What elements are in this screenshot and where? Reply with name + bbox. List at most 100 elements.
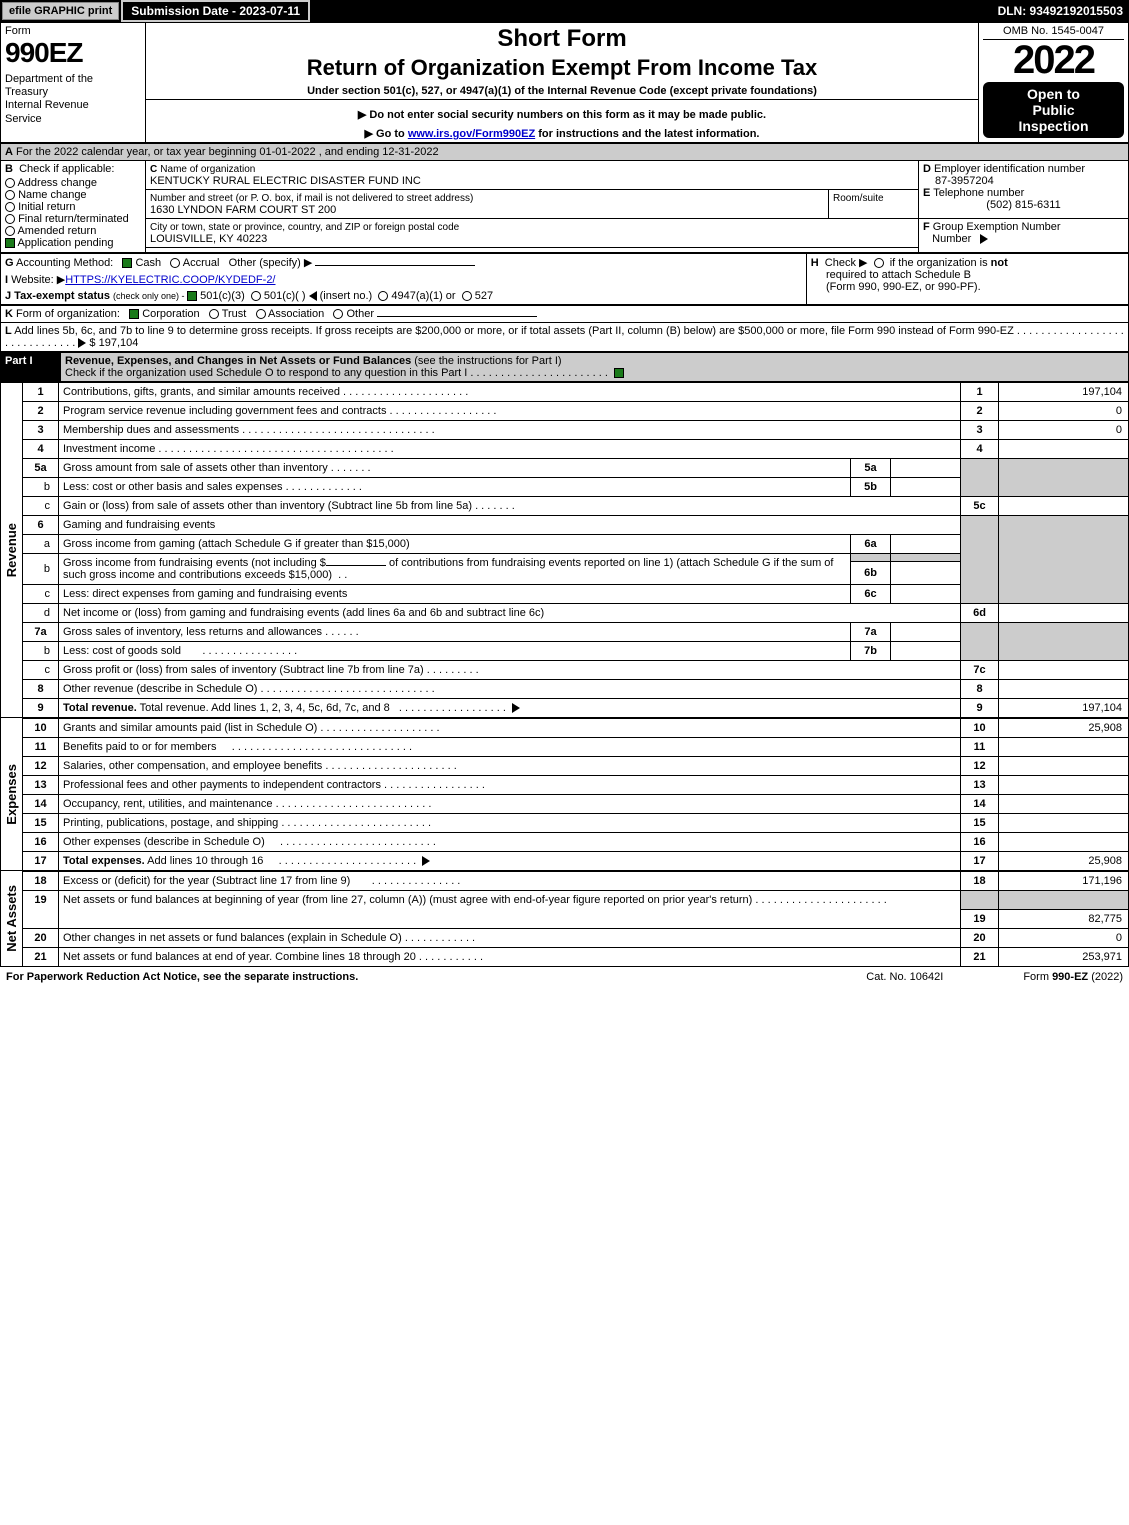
section-b: B Check if applicable: Address change Na… [1, 161, 146, 253]
subtitle: Under section 501(c), 527, or 4947(a)(1)… [150, 85, 974, 97]
line15-val [999, 814, 1129, 833]
netassets-lines: 18Excess or (deficit) for the year (Subt… [22, 871, 1129, 967]
line9-val: 197,104 [999, 699, 1129, 718]
trust-checkbox[interactable] [209, 309, 219, 319]
section-c-name: C Name of organization KENTUCKY RURAL EL… [146, 161, 919, 190]
line13-val [999, 776, 1129, 795]
line4-val [999, 440, 1129, 459]
line4-desc: Investment income [63, 443, 155, 455]
line-l: L Add lines 5b, 6c, and 7b to line 9 to … [1, 323, 1129, 352]
527-checkbox[interactable] [462, 291, 472, 301]
initial-return-checkbox[interactable] [5, 202, 15, 212]
assoc-checkbox[interactable] [256, 309, 266, 319]
amended-return-checkbox[interactable] [5, 226, 15, 236]
accrual-label: Accrual [183, 257, 220, 269]
form-number: 990EZ [5, 37, 141, 69]
line10-desc: Grants and similar amounts paid (list in… [63, 722, 317, 734]
line14-val [999, 795, 1129, 814]
line11-val [999, 738, 1129, 757]
website-label: Website: ▶ [11, 274, 65, 286]
line5c-val [999, 497, 1129, 516]
line16-val [999, 833, 1129, 852]
website-link[interactable]: HTTPS://KYELECTRIC.COOP/KYDEDF-2/ [65, 274, 275, 286]
department-label: Department of theTreasuryInternal Revenu… [5, 73, 141, 126]
h-text4: (Form 990, 990-EZ, or 990-PF). [826, 281, 981, 293]
section-a-table: A For the 2022 calendar year, or tax yea… [0, 143, 1129, 253]
line20-desc: Other changes in net assets or fund bala… [63, 932, 402, 944]
section-k-l: K Form of organization: Corporation Trus… [0, 305, 1129, 352]
gross-receipts: $ 197,104 [89, 337, 138, 349]
form-ref: Form 990-EZ (2022) [1023, 971, 1123, 983]
part1-title: Revenue, Expenses, and Changes in Net As… [65, 355, 411, 367]
part1-label: Part I [1, 353, 61, 382]
expenses-section-label: Expenses [4, 764, 19, 825]
501c-label: 501(c)( ) [264, 290, 306, 302]
501c3-checkbox[interactable] [187, 291, 197, 301]
section-d-e: D Employer identification number 87-3957… [919, 161, 1129, 219]
line14-desc: Occupancy, rent, utilities, and maintena… [63, 798, 273, 810]
section-c-street: Number and street (or P. O. box, if mail… [146, 190, 829, 219]
cash-checkbox[interactable] [122, 258, 132, 268]
line16-desc: Other expenses (describe in Schedule O) [63, 836, 265, 848]
phone: (502) 815-6311 [923, 199, 1124, 211]
accrual-checkbox[interactable] [170, 258, 180, 268]
arrow-icon [78, 338, 86, 348]
h-checkbox[interactable] [874, 258, 884, 268]
return-title: Return of Organization Exempt From Incom… [150, 55, 974, 81]
header-table: Form 990EZ Department of theTreasuryInte… [0, 22, 1129, 143]
h-text3: required to attach Schedule B [826, 269, 971, 281]
part1-header: Part I Revenue, Expenses, and Changes in… [0, 352, 1129, 382]
assoc-label: Association [268, 308, 324, 320]
h-text2: if the organization is [890, 257, 991, 269]
arrow-icon [512, 703, 520, 713]
ssn-warning: ▶ Do not enter social security numbers o… [150, 108, 974, 121]
name-change-label: Name change [18, 189, 87, 201]
line12-desc: Salaries, other compensation, and employ… [63, 760, 322, 772]
org-name: KENTUCKY RURAL ELECTRIC DISASTER FUND IN… [150, 175, 421, 187]
4947-label: 4947(a)(1) or [391, 290, 455, 302]
line19-desc: Net assets or fund balances at beginning… [63, 894, 752, 906]
irs-link[interactable]: www.irs.gov/Form990EZ [408, 128, 535, 140]
form-label: Form [5, 25, 141, 37]
initial-return-label: Initial return [18, 201, 75, 213]
other-org-checkbox[interactable] [333, 309, 343, 319]
line6d-desc: Net income or (loss) from gaming and fun… [63, 607, 544, 619]
open-to-public: Open toPublicInspection [983, 82, 1124, 138]
triangle-left-icon [309, 291, 317, 301]
line7a-desc: Gross sales of inventory, less returns a… [63, 626, 322, 638]
j-sub: (check only one) - [113, 291, 187, 301]
line-a: A For the 2022 calendar year, or tax yea… [1, 144, 1129, 161]
name-change-checkbox[interactable] [5, 190, 15, 200]
section-f: F Group Exemption Number Number [919, 219, 1129, 253]
4947-checkbox[interactable] [378, 291, 388, 301]
revenue-section-label: Revenue [4, 523, 19, 577]
room-suite: Room/suite [829, 190, 919, 219]
corp-checkbox[interactable] [129, 309, 139, 319]
submission-date: Submission Date - 2023-07-11 [121, 0, 310, 22]
line20-val: 0 [999, 928, 1129, 947]
schedule-o-checkbox[interactable] [614, 368, 624, 378]
corp-label: Corporation [142, 308, 199, 320]
501c-checkbox[interactable] [251, 291, 261, 301]
cat-no: Cat. No. 10642I [866, 971, 943, 983]
line21-val: 253,971 [999, 947, 1129, 966]
line9-desc: Total revenue. Add lines 1, 2, 3, 4, 5c,… [140, 702, 390, 714]
note-post: for instructions and the latest informat… [535, 128, 759, 140]
tax-year: 2022 [983, 40, 1124, 80]
line7b-desc: Less: cost of goods sold [63, 645, 181, 657]
527-label: 527 [475, 290, 493, 302]
address-change-checkbox[interactable] [5, 178, 15, 188]
application-pending-checkbox[interactable] [5, 238, 15, 248]
final-return-checkbox[interactable] [5, 214, 15, 224]
ein: 87-3957204 [935, 175, 994, 187]
part1-suffix: (see the instructions for Part I) [414, 355, 561, 367]
efile-print-button[interactable]: efile GRAPHIC print [2, 2, 119, 20]
line18-val: 171,196 [999, 872, 1129, 891]
other-org-label: Other [346, 308, 374, 320]
line5b-desc: Less: cost or other basis and sales expe… [63, 481, 283, 493]
netassets-section-label: Net Assets [4, 885, 19, 952]
footer: For Paperwork Reduction Act Notice, see … [0, 967, 1129, 987]
cash-label: Cash [135, 257, 161, 269]
line15-desc: Printing, publications, postage, and shi… [63, 817, 278, 829]
arrow-icon [422, 856, 430, 866]
